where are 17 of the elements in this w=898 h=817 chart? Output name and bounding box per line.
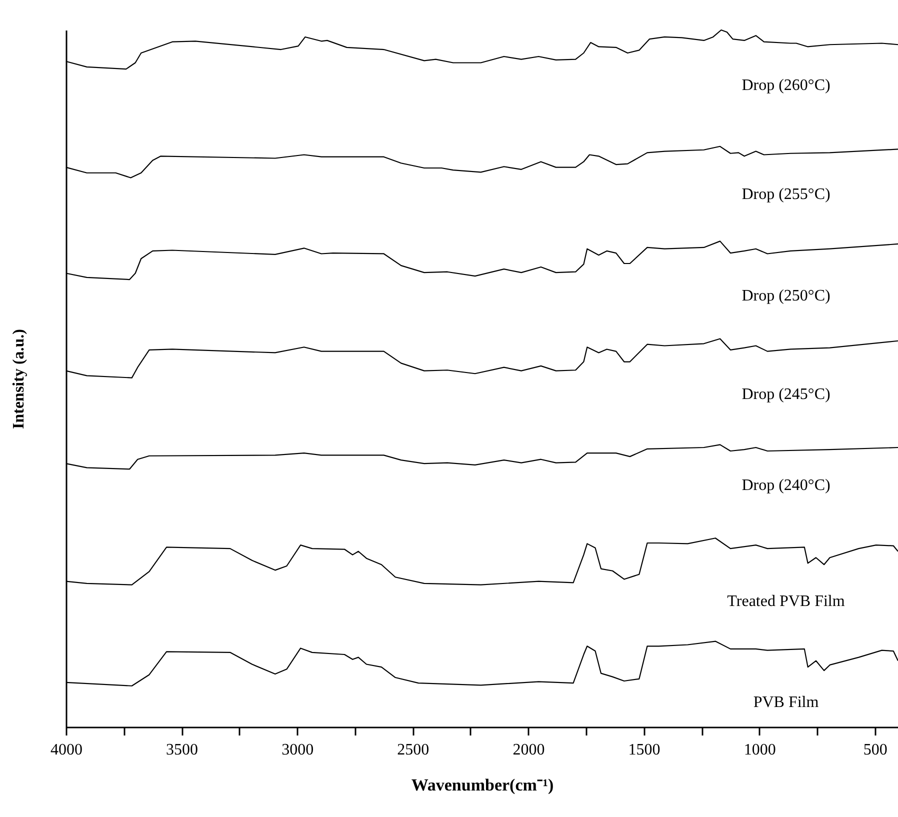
x-tick-label: 2000 (512, 742, 545, 758)
series-label: PVB Film (753, 694, 820, 711)
x-tick-label: 3000 (282, 742, 314, 758)
x-axis-title: Wavenumber(cm⁻¹) (411, 776, 554, 794)
text: Treated PVB Film (727, 592, 846, 610)
series-label: Drop (255°C) (742, 186, 830, 203)
x-tick-label: 1500 (628, 742, 660, 758)
x-tick-label: 2500 (397, 742, 430, 758)
text: Drop (250°C) (742, 288, 830, 305)
x-tick-label: 500 (863, 742, 888, 758)
x-tick-label: 3500 (166, 742, 198, 758)
text: Drop (245°C) (742, 386, 830, 403)
y-axis-title: Intensity (a.u.) (10, 328, 28, 430)
text: Drop (260°C) (742, 77, 830, 94)
x-tick-label: 1000 (744, 742, 776, 758)
x-tick-label: 4000 (50, 742, 82, 758)
series-label: Drop (240°C) (742, 477, 830, 494)
